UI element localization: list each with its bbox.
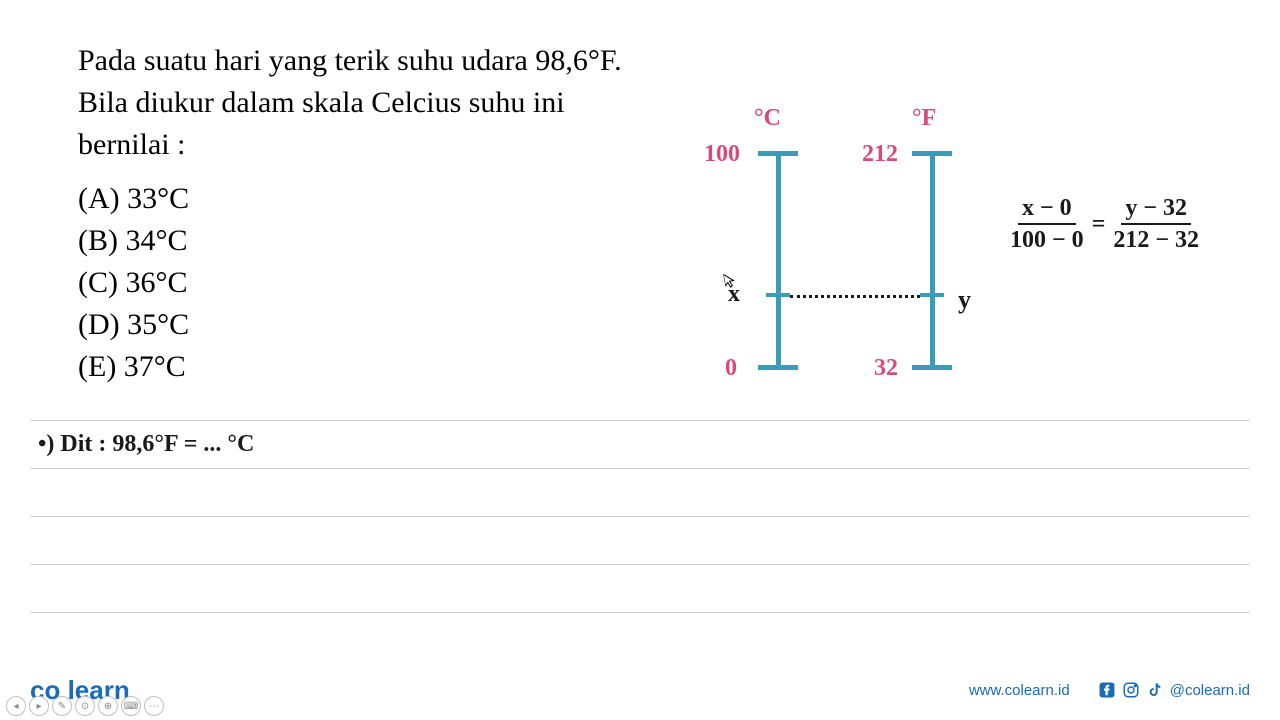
equation-frac1-numerator: x − 0: [1018, 195, 1076, 225]
equation-frac2-numerator: y − 32: [1121, 195, 1191, 225]
instagram-icon[interactable]: [1122, 681, 1140, 699]
celsius-unit-label: °C: [754, 105, 781, 132]
note-line-2: [30, 469, 1250, 517]
social-handle: @colearn.id: [1170, 682, 1250, 699]
fahrenheit-thermo-tick-mid: [920, 293, 944, 297]
celsius-thermo-tick-top: [758, 151, 798, 156]
note-line-1: •) Dit : 98,6°F = ... °C: [30, 421, 1250, 469]
next-button[interactable]: ▸: [29, 696, 49, 716]
facebook-icon[interactable]: [1098, 681, 1116, 699]
note-line-3: [30, 517, 1250, 565]
social-links: @colearn.id: [1098, 681, 1250, 699]
fahrenheit-top-label: 212: [862, 141, 898, 168]
footer: co learn www.colearn.id @colearn.id: [0, 660, 1280, 720]
edit-button[interactable]: ✎: [52, 696, 72, 716]
fahrenheit-unit-label: °F: [912, 105, 936, 132]
fahrenheit-thermo-tick-bottom: [912, 365, 952, 370]
celsius-thermo-tick-mid: [766, 293, 790, 297]
connecting-dotted-line: [790, 295, 920, 298]
equation-frac2-denominator: 212 − 32: [1113, 225, 1199, 253]
note-line-4: [30, 565, 1250, 613]
fahrenheit-thermo-tick-top: [912, 151, 952, 156]
zoom-button[interactable]: ⊕: [98, 696, 118, 716]
equation-frac1-denominator: 100 − 0: [1010, 225, 1084, 253]
tiktok-icon[interactable]: [1146, 681, 1164, 699]
celsius-top-label: 100: [704, 141, 740, 168]
fahrenheit-thermo-vertical: [930, 151, 935, 369]
fahrenheit-bottom-label: 32: [874, 355, 898, 382]
website-url: www.colearn.id: [969, 682, 1070, 699]
search-button[interactable]: ⊙: [75, 696, 95, 716]
celsius-thermo-tick-bottom: [758, 365, 798, 370]
prev-button[interactable]: ◂: [6, 696, 26, 716]
conversion-equation: x − 0 100 − 0 = y − 32 212 − 32: [1010, 195, 1199, 254]
equation-fraction-right: y − 32 212 − 32: [1113, 195, 1199, 254]
equation-equals: =: [1092, 211, 1106, 238]
fahrenheit-y-label: y: [958, 285, 971, 315]
question-line-1: Pada suatu hari yang terik suhu udara 98…: [78, 40, 1250, 82]
keyboard-button[interactable]: ⌨: [121, 696, 141, 716]
celsius-bottom-label: 0: [725, 355, 737, 382]
notes-area: •) Dit : 98,6°F = ... °C: [30, 420, 1250, 613]
player-controls: ◂ ▸ ✎ ⊙ ⊕ ⌨ ⋯: [6, 696, 164, 716]
equation-fraction-left: x − 0 100 − 0: [1010, 195, 1084, 254]
celsius-thermo-vertical: [776, 151, 781, 369]
more-button[interactable]: ⋯: [144, 696, 164, 716]
